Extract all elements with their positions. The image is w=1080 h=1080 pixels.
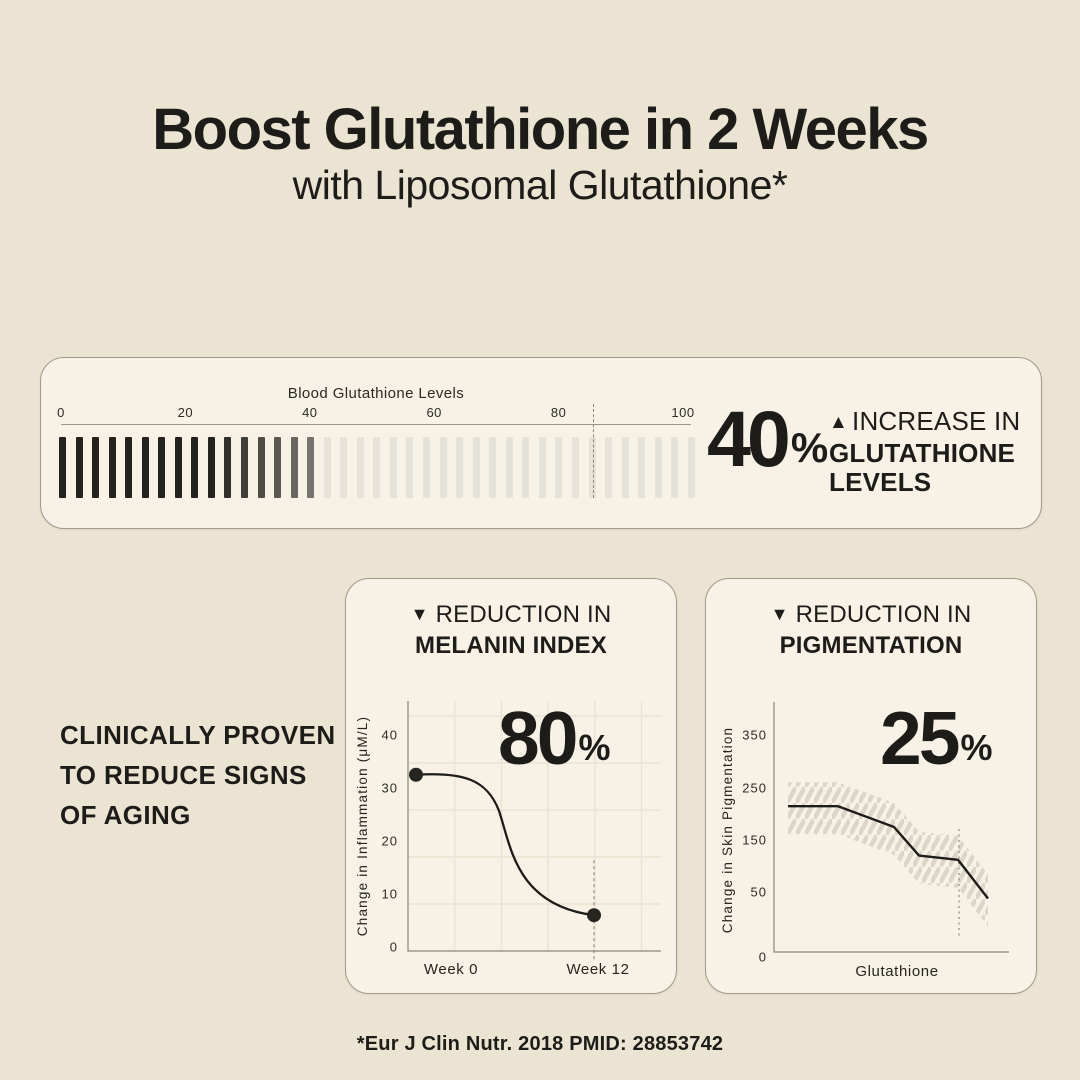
chart-card-pigmentation: 0 50 150 250 350 Glutathione Change in Skin Pi… <box>705 578 1037 994</box>
gauge-bar-filled <box>92 437 100 498</box>
gauge-bar-filled <box>257 437 265 498</box>
gauge-axis-tick: 40 <box>302 405 318 420</box>
down-triangle-icon: ▼ <box>770 604 789 624</box>
gauge-bar-filled <box>274 437 282 498</box>
gauge-axis-tick: 20 <box>177 405 194 420</box>
gauge-bar-empty <box>356 437 364 498</box>
up-triangle-icon: ▲ <box>829 412 849 433</box>
gauge-bars <box>59 437 695 498</box>
svg-text:350: 350 <box>742 728 767 743</box>
citation-footnote: *Eur J Clin Nutr. 2018 PMID: 28853742 <box>356 1033 724 1055</box>
gauge-bar-empty <box>538 437 546 498</box>
gauge-stat-label-line2: GLUTATHIONE <box>829 438 1016 468</box>
gauge-card: Blood Glutathione Levels 0 20 40 60 80 100 40… <box>40 357 1042 529</box>
gauge-axis-tick: 60 <box>426 405 442 420</box>
gauge-bar-filled <box>307 437 315 498</box>
gauge-bar-empty <box>323 437 331 498</box>
gauge-stat-unit: % <box>790 424 829 472</box>
gauge-bar-empty <box>505 437 513 498</box>
melanin-stat: 80 % <box>498 696 611 780</box>
pigmentation-stat: 25 % <box>880 696 993 780</box>
gauge-bar-empty <box>406 437 414 498</box>
gauge-bar-empty <box>687 437 695 498</box>
gauge-stat-label: ▲ INCREASE IN GLUTATHIONE LEVELS <box>829 407 1020 497</box>
gauge-stat-label-line3: LEVELS <box>829 467 932 497</box>
svg-text:Week 0: Week 0 <box>424 961 478 978</box>
gauge-stat-value: 40 <box>707 394 791 483</box>
gauge-bar-filled <box>290 437 298 498</box>
svg-text:Change in Inflammation (μM/L): Change in Inflammation (μM/L) <box>355 716 370 936</box>
gauge-bar-empty <box>340 437 348 498</box>
svg-text:30: 30 <box>382 781 398 796</box>
pigmentation-card-header: ▼ REDUCTION IN PIGMENTATION <box>770 601 972 659</box>
page-subtitle: with Liposomal Glutathione* <box>292 162 788 208</box>
gauge-bar-filled <box>224 437 232 498</box>
gauge-bar-filled <box>174 437 182 498</box>
gauge-stat: 40 % <box>707 394 829 483</box>
gauge-bar-empty <box>654 437 662 498</box>
gauge-bar-empty <box>621 437 629 498</box>
page-title: Boost Glutathione in 2 Weeks <box>152 97 929 162</box>
gauge-stat-label-line1: ▲ INCREASE IN <box>829 406 1021 436</box>
svg-text:20: 20 <box>382 834 398 849</box>
gauge-bar-filled <box>141 437 149 498</box>
gauge-axis-line <box>61 424 691 425</box>
pigmentation-chart: 0 50 150 250 350 Glutathione Change in Skin Pi… <box>720 702 1009 980</box>
gauge-bar-filled <box>191 437 199 498</box>
gauge-bar-empty <box>472 437 480 498</box>
gauge-bar-filled <box>125 437 133 498</box>
melanin-chart: 0 10 20 30 40 Week 0 Week 12 Change in Inflamma… <box>355 701 661 978</box>
down-triangle-icon: ▼ <box>410 604 429 624</box>
svg-text:Change in Skin Pigmentation: Change in Skin Pigmentation <box>720 727 735 934</box>
side-claim-text: CLINICALLY PROVEN TO REDUCE SIGNS OF AGI… <box>60 720 336 830</box>
gauge-bar-empty <box>671 437 679 498</box>
gauge-bar-filled <box>207 437 215 498</box>
melanin-card-header: ▼ REDUCTION IN MELANIN INDEX <box>410 601 612 659</box>
gauge-bar-empty <box>389 437 397 498</box>
gauge-axis-tick: 100 <box>671 405 695 420</box>
gauge-bar-empty <box>423 437 431 498</box>
gauge-bar-empty <box>439 437 447 498</box>
gauge-bar-empty <box>373 437 381 498</box>
gauge-bar-empty <box>588 437 596 498</box>
gauge-bar-empty <box>571 437 579 498</box>
gauge-bar-empty <box>456 437 464 498</box>
gauge-bar-empty <box>605 437 613 498</box>
gauge-axis-tick: 80 <box>550 405 567 420</box>
svg-text:10: 10 <box>382 887 398 902</box>
svg-text:0: 0 <box>759 950 767 965</box>
svg-text:250: 250 <box>742 781 767 796</box>
svg-text:Week 12: Week 12 <box>566 961 629 978</box>
svg-text:50: 50 <box>751 885 767 900</box>
gauge-bar-empty <box>522 437 530 498</box>
gauge-bar-filled <box>108 437 116 498</box>
gauge-bar-empty <box>555 437 563 498</box>
gauge-bar-filled <box>75 437 83 498</box>
chart-card-melanin-index: 0 10 20 30 40 Week 0 Week 12 Change in Inflamma… <box>345 578 677 994</box>
gauge-marker-line <box>592 404 594 498</box>
gauge-axis-tick: 0 <box>57 405 65 420</box>
gauge-bar-filled <box>59 437 66 498</box>
gauge-bar-empty <box>638 437 646 498</box>
svg-text:40: 40 <box>382 728 398 743</box>
gauge-bar-filled <box>241 437 249 498</box>
gauge-bar-empty <box>489 437 497 498</box>
svg-text:150: 150 <box>742 833 767 848</box>
svg-text:0: 0 <box>390 940 398 955</box>
gauge-bar-filled <box>158 437 166 498</box>
gauge-title: Blood Glutathione Levels <box>287 385 465 402</box>
svg-text:Glutathione: Glutathione <box>855 963 938 980</box>
